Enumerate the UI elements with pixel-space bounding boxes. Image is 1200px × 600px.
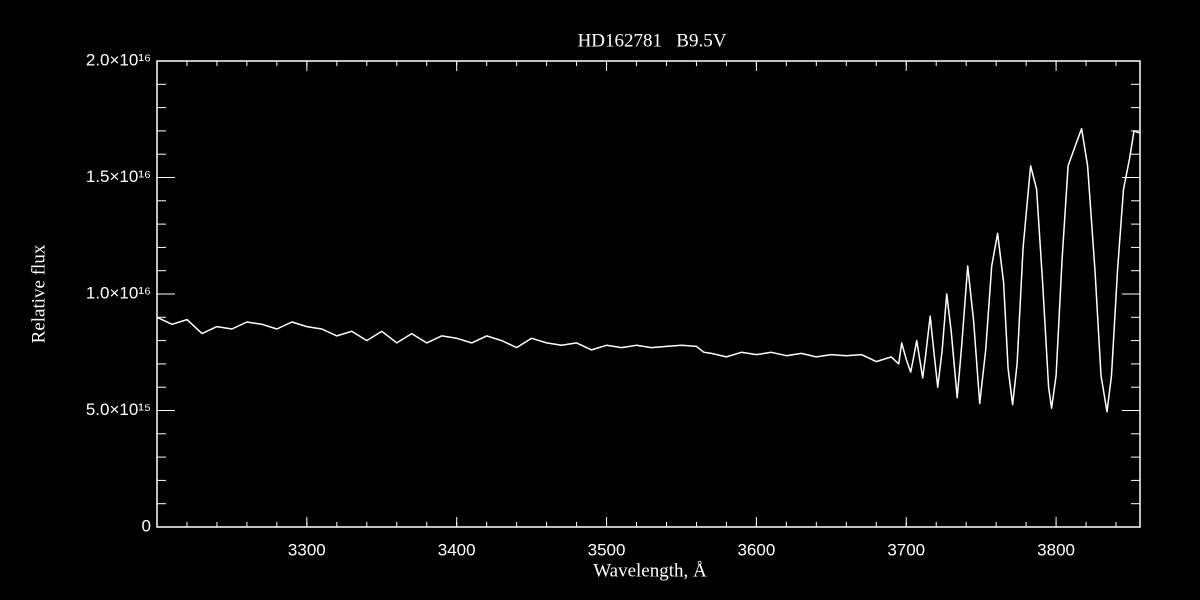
plot-frame [156,60,1141,528]
x-tick-label: 3300 [288,540,326,559]
y-tick-label: 1.5×10¹⁶ [86,167,151,186]
x-tick-label: 3400 [438,540,476,559]
y-axis-label: Relative flux [28,244,49,343]
x-tick-label: 3600 [737,540,775,559]
y-tick-label: 1.0×10¹⁶ [86,283,151,302]
y-tick-label: 5.0×10¹⁵ [86,400,151,419]
spectrum-line [156,127,1141,413]
y-tick-label: 0 [142,516,151,535]
x-tick-label: 3700 [887,540,925,559]
x-tick-label: 3500 [588,540,626,559]
chart-title: HD162781 B9.5V [578,30,727,51]
x-tick-label: 3800 [1037,540,1075,559]
x-axis-label: Wavelength, Å [593,560,707,581]
y-tick-label: 2.0×10¹⁶ [86,50,151,69]
